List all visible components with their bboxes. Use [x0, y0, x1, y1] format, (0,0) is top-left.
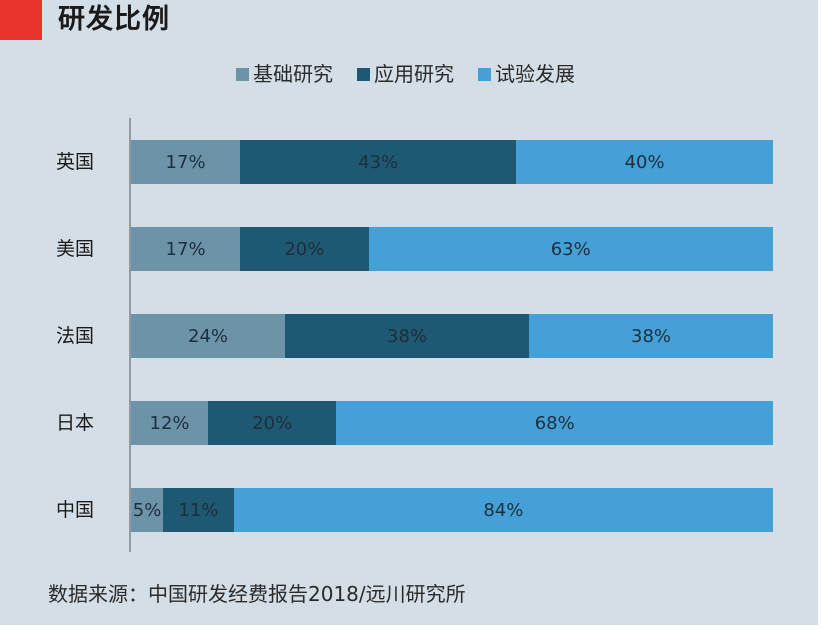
legend-swatch-basic [236, 67, 249, 81]
bar-segment-basic: 12% [131, 401, 209, 445]
legend: 基础研究 应用研究 试验发展 [236, 60, 599, 88]
bar-segment-experimental: 40% [516, 140, 773, 184]
legend-label: 试验发展 [495, 62, 575, 86]
bar-segment-applied: 11% [163, 488, 234, 532]
category-label: 英国 [56, 151, 95, 173]
legend-label: 应用研究 [374, 62, 454, 86]
bar-segment-basic: 17% [131, 140, 241, 184]
bar-segment-experimental: 84% [233, 488, 773, 532]
bar-segment-basic: 5% [131, 488, 164, 532]
bar-segment-basic: 17% [131, 227, 241, 271]
chart-row-china: 中国 5% 11% 84% [0, 488, 818, 532]
stacked-bar: 12% 20% 68% [131, 401, 773, 445]
bar-segment-basic: 24% [131, 314, 286, 358]
bar-segment-applied: 20% [208, 401, 337, 445]
bar-segment-experimental: 38% [529, 314, 773, 358]
chart-row-uk: 英国 17% 43% 40% [0, 140, 818, 184]
title-accent-bar [0, 0, 42, 40]
chart-row-japan: 日本 12% 20% 68% [0, 401, 818, 445]
bar-segment-applied: 43% [240, 140, 517, 184]
stacked-bar: 17% 20% 63% [131, 227, 773, 271]
legend-item-applied-research: 应用研究 [357, 60, 454, 88]
category-label: 法国 [56, 325, 95, 347]
data-source-note: 数据来源：中国研发经费报告2018/远川研究所 [48, 582, 466, 606]
stacked-bar: 5% 11% 84% [131, 488, 773, 532]
stacked-bar: 24% 38% 38% [131, 314, 773, 358]
legend-swatch-experimental [478, 67, 491, 81]
legend-label: 基础研究 [253, 62, 333, 86]
category-label: 美国 [56, 238, 95, 260]
stacked-bar: 17% 43% 40% [131, 140, 773, 184]
category-label: 中国 [56, 499, 95, 521]
chart-row-france: 法国 24% 38% 38% [0, 314, 818, 358]
chart-title: 研发比例 [58, 4, 170, 35]
bar-segment-applied: 38% [285, 314, 530, 358]
bar-segment-experimental: 63% [368, 227, 773, 271]
legend-swatch-applied [357, 67, 370, 81]
y-axis-line [129, 118, 131, 552]
legend-item-experimental-development: 试验发展 [478, 60, 575, 88]
chart-row-us: 美国 17% 20% 63% [0, 227, 818, 271]
bar-segment-applied: 20% [240, 227, 369, 271]
legend-item-basic-research: 基础研究 [236, 60, 333, 88]
bar-segment-experimental: 68% [336, 401, 773, 445]
category-label: 日本 [56, 412, 95, 434]
